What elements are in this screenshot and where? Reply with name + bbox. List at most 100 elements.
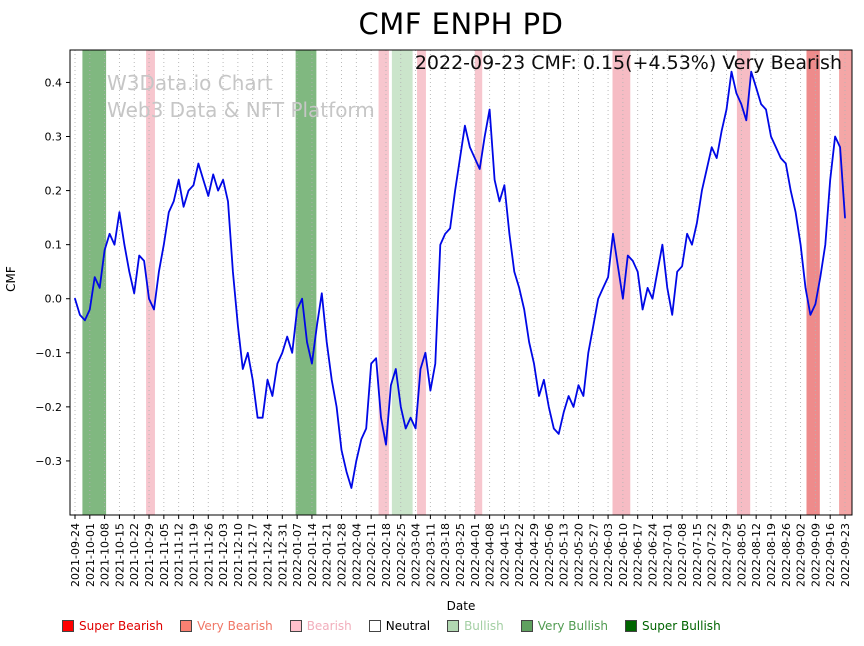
x-tick-label: 2022-02-04 [350,523,363,587]
x-tick-label: 2022-07-29 [721,523,734,587]
x-tick-label: 2022-02-11 [365,523,378,587]
band-bearish [736,50,751,515]
x-tick-label: 2022-06-03 [602,523,615,587]
y-tick-label: −0.2 [35,401,62,414]
x-tick-label: 2022-03-04 [410,523,423,587]
y-axis-label: CMF [3,266,18,292]
legend-item: Neutral [368,619,431,633]
x-tick-label: 2022-06-24 [647,523,660,587]
x-tick-label: 2021-10-01 [84,523,97,587]
legend-swatch [625,620,637,632]
legend-item: Bearish [289,619,352,633]
band-bearish [612,50,631,515]
y-tick-label: 0.2 [45,185,63,198]
x-tick-label: 2022-07-15 [691,523,704,587]
x-tick-label: 2022-07-08 [676,523,689,587]
x-tick-label: 2022-06-10 [617,523,630,587]
x-tick-label: 2021-11-26 [202,523,215,587]
band-bearish [474,50,483,515]
band-bullish [391,50,413,515]
legend-swatch [180,620,193,632]
legend-item: Very Bullish [520,619,608,633]
x-tick-label: 2022-08-19 [765,523,778,587]
legend-item: Very Bearish [180,619,273,633]
band-bearish [378,50,389,515]
x-tick-label: 2021-12-03 [217,523,230,587]
legend-item: Bullish [447,619,504,633]
x-tick-label: 2021-09-24 [69,523,82,587]
x-tick-label: 2021-12-17 [247,523,260,587]
legend-label: Super Bearish [79,619,164,633]
x-tick-label: 2021-10-29 [143,523,156,587]
x-axis-label: Date [446,599,476,613]
x-tick-label: 2022-05-20 [572,523,585,587]
watermark: W3Data.io Chart Web3 Data & NFT Platform [107,70,375,124]
y-tick-label: −0.1 [35,347,62,360]
x-tick-label: 2022-01-07 [291,523,304,587]
x-tick-label: 2022-08-26 [780,523,793,587]
legend-label: Super Bullish [642,619,721,633]
x-tick-label: 2022-09-16 [824,523,837,587]
band-bearish [417,50,426,515]
x-tick-label: 2022-04-08 [484,523,497,587]
x-tick-label: 2022-05-06 [543,523,556,587]
x-tick-label: 2021-12-10 [232,523,245,587]
legend-label: Neutral [385,619,431,633]
legend-label: Bullish [464,619,504,633]
x-tick-label: 2022-04-22 [513,523,526,587]
x-tick-label: 2022-04-15 [498,523,511,587]
cmf-line [74,70,846,489]
plot-border [69,49,853,516]
x-tick-label: 2021-11-05 [158,523,171,587]
legend-swatch [289,620,302,632]
x-tick-label: 2022-03-11 [424,523,437,587]
x-tick-label: 2022-08-12 [750,523,763,587]
y-tick-label: 0.1 [45,239,63,252]
x-tick-label: 2022-01-28 [336,523,349,587]
legend-swatch [520,620,533,632]
x-tick-label: 2022-09-09 [809,523,822,587]
legend-label: Bearish [306,619,352,633]
x-tick-label: 2022-09-23 [839,523,852,587]
legend-item: Super Bullish [625,619,721,633]
x-tick-label: 2022-01-21 [321,523,334,587]
x-tick-label: 2022-05-13 [558,523,571,587]
y-tick-label: −0.3 [35,455,62,468]
x-tick-label: 2021-11-12 [173,523,186,587]
x-tick-label: 2022-07-01 [661,523,674,587]
x-tick-label: 2021-12-31 [276,523,289,587]
band-very-bearish [806,50,820,515]
x-tick-label: 2022-03-18 [439,523,452,587]
x-tick-label: 2022-02-25 [395,523,408,587]
y-tick-label: 0.4 [45,76,63,89]
x-tick-label: 2021-11-19 [187,523,200,587]
legend-swatch [368,620,381,632]
x-tick-label: 2022-03-25 [454,523,467,587]
legend-swatch [62,620,74,632]
chart-title: CMF ENPH PD [358,7,564,41]
legend-swatch [447,620,460,632]
x-tick-label: 2022-05-27 [587,523,600,587]
x-tick-label: 2022-01-14 [306,523,319,587]
current-value-annotation: 2022-09-23 CMF: 0.15(+4.53%) Very Bearis… [414,52,842,74]
x-tick-label: 2021-10-08 [99,523,112,587]
x-tick-label: 2022-09-02 [795,523,808,587]
legend-bar: Super Bearish Very Bearish Bearish Neutral B… [62,619,721,633]
watermark-line1: W3Data.io Chart [107,71,273,95]
legend-label: Very Bullish [537,619,608,633]
x-tick-label: 2022-08-05 [735,523,748,587]
x-tick-label: 2021-12-24 [262,523,275,587]
y-tick-label: 0.0 [45,293,63,306]
x-tick-label: 2022-04-29 [528,523,541,587]
legend-label: Very Bearish [197,619,273,633]
x-tick-label: 2022-07-22 [706,523,719,587]
y-tick-label: 0.3 [45,131,63,144]
band-very-bullish [295,50,317,515]
legend-item: Super Bearish [62,619,163,633]
x-tick-label: 2022-04-01 [469,523,482,587]
watermark-line2: Web3 Data & NFT Platform [107,98,375,122]
x-tick-label: 2021-10-15 [113,523,126,587]
x-tick-label: 2022-06-17 [632,523,645,587]
